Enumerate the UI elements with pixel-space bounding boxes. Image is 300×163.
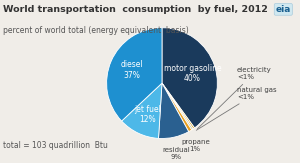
Text: jet fuel
12%: jet fuel 12% — [134, 104, 161, 124]
Text: total = 103 quadrillion  Btu: total = 103 quadrillion Btu — [3, 141, 108, 150]
Wedge shape — [162, 83, 195, 129]
Wedge shape — [122, 83, 162, 138]
Text: electricity
<1%: electricity <1% — [197, 67, 272, 129]
Text: motor gasoline
40%: motor gasoline 40% — [164, 64, 221, 83]
Wedge shape — [162, 83, 193, 130]
Text: residual
9%: residual 9% — [162, 147, 190, 160]
Text: diesel
37%: diesel 37% — [120, 60, 143, 80]
Text: eia: eia — [276, 5, 291, 14]
Wedge shape — [162, 83, 192, 132]
Wedge shape — [158, 83, 189, 139]
Text: percent of world total (energy equivalent  basis): percent of world total (energy equivalen… — [3, 26, 189, 35]
Text: propane
1%: propane 1% — [181, 139, 210, 152]
Text: World transportation  consumption  by fuel, 2012: World transportation consumption by fuel… — [3, 5, 268, 14]
Text: natural gas
<1%: natural gas <1% — [196, 87, 276, 130]
Wedge shape — [106, 28, 162, 121]
Wedge shape — [162, 28, 218, 128]
